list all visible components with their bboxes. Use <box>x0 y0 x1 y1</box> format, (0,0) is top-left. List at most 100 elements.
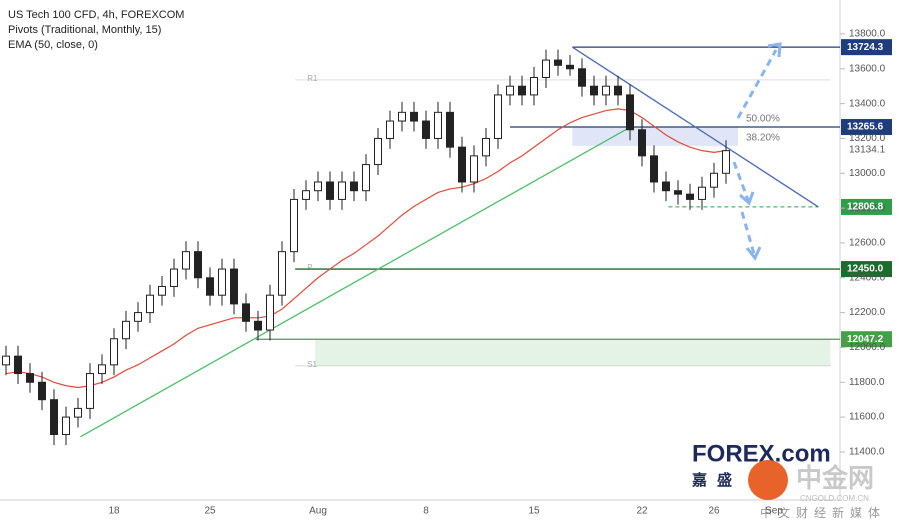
candle-body <box>566 64 574 70</box>
y-tick-label: 13800.0 <box>849 29 886 40</box>
candle-body <box>614 85 622 96</box>
candle-body <box>374 137 382 166</box>
candle-body <box>194 251 202 279</box>
x-tick-label: 8 <box>423 506 429 517</box>
y-tick-label: 11400.0 <box>849 447 885 458</box>
candle-body <box>590 85 598 96</box>
y-tick-label: 11600.0 <box>849 412 885 423</box>
candle-body <box>698 186 706 200</box>
candle-body <box>662 181 670 192</box>
pivot-label: P <box>307 263 312 272</box>
candle-body <box>74 407 82 418</box>
candle-body <box>242 303 250 322</box>
candle-body <box>638 129 646 157</box>
x-tick-label: 18 <box>108 506 120 517</box>
candle-body <box>386 120 394 139</box>
candle-body <box>422 120 430 139</box>
level-label: 13265.6 <box>847 122 884 133</box>
pivot-label: S1 <box>307 360 317 369</box>
candle-body <box>410 111 418 122</box>
candle-body <box>182 251 190 270</box>
trendline <box>80 125 633 438</box>
level-badge <box>841 198 892 215</box>
candle-body <box>494 94 502 139</box>
level-badge <box>841 39 892 56</box>
candle-body <box>290 198 298 253</box>
candle-body <box>230 268 238 305</box>
candle-body <box>146 294 154 314</box>
fib-label: 50.00% <box>746 114 780 125</box>
level-label: 12806.8 <box>847 202 884 213</box>
candle-body <box>158 285 166 296</box>
x-tick-label: 22 <box>636 506 648 517</box>
candle-body <box>98 364 106 375</box>
candle-body <box>206 277 214 296</box>
candle-body <box>62 416 70 436</box>
candle-body <box>254 320 262 331</box>
candle-body <box>326 181 334 200</box>
x-tick-label: Sep <box>765 506 783 517</box>
candle-body <box>170 268 178 287</box>
candle-body <box>650 155 658 183</box>
ema-badge <box>841 142 892 157</box>
support-zone <box>315 339 831 366</box>
candle-body <box>554 59 562 66</box>
arrow-head <box>745 246 762 261</box>
symbol-title: US Tech 100 CFD, 4h, FOREXCOM <box>8 9 184 21</box>
x-tick-label: Aug <box>309 506 327 517</box>
level-label: 12047.2 <box>847 334 884 345</box>
candle-body <box>542 59 550 78</box>
candle-body <box>626 94 634 131</box>
cngold-icon <box>748 460 788 500</box>
y-tick-label: 13600.0 <box>849 63 886 74</box>
arrow-head <box>739 191 755 206</box>
level-label: 13724.3 <box>847 42 884 53</box>
candle-body <box>530 76 538 96</box>
candle-body <box>218 268 226 296</box>
x-tick-label: 26 <box>708 506 720 517</box>
cngold-slogan: 中文财经新媒体 <box>760 505 886 520</box>
candle-body <box>278 251 286 296</box>
y-tick-label: 12400.0 <box>849 272 886 283</box>
candle-body <box>362 164 370 192</box>
candle-body <box>338 181 346 200</box>
candle-body <box>518 85 526 96</box>
projection-arrows <box>732 42 782 261</box>
plot: R1 P S1 50.00% 38.20% <box>2 39 892 445</box>
candle-body <box>578 68 586 87</box>
arrow-head <box>767 42 782 58</box>
candle-body <box>86 373 94 409</box>
candle-body <box>26 373 34 383</box>
candle-body <box>350 181 358 192</box>
candle-body <box>482 137 490 157</box>
fib-label: 38.20% <box>746 133 780 144</box>
y-tick-label: 11800.0 <box>849 377 885 388</box>
candle-body <box>14 355 22 375</box>
candle-body <box>602 85 610 96</box>
candle-body <box>710 172 718 188</box>
watermark: FOREX.com 嘉盛 中金网 CNGOLD.COM.CN 中文财经新媒体 <box>691 440 886 520</box>
ema-line <box>5 108 727 389</box>
cngold-name: 中金网 <box>796 463 874 493</box>
forex-cn: 嘉盛 <box>691 471 742 489</box>
candle-body <box>434 111 442 139</box>
pivot-label: R1 <box>307 74 318 83</box>
fib-zone <box>572 127 738 146</box>
indicator-ema: EMA (50, close, 0) <box>8 39 98 51</box>
candle-body <box>470 155 478 183</box>
arrow-up <box>736 49 778 119</box>
cngold-url: CNGOLD.COM.CN <box>800 494 869 503</box>
candle-body <box>722 150 730 174</box>
candle-body <box>458 146 466 183</box>
level-badge <box>841 331 892 348</box>
candle-body <box>110 338 118 366</box>
arrow-down <box>740 211 756 255</box>
ema-label: 13134.1 <box>849 145 886 156</box>
y-tick-label: 13000.0 <box>849 168 886 179</box>
y-tick-label: 12000.0 <box>849 342 886 353</box>
candle-body <box>302 190 310 200</box>
trendline <box>572 46 819 208</box>
